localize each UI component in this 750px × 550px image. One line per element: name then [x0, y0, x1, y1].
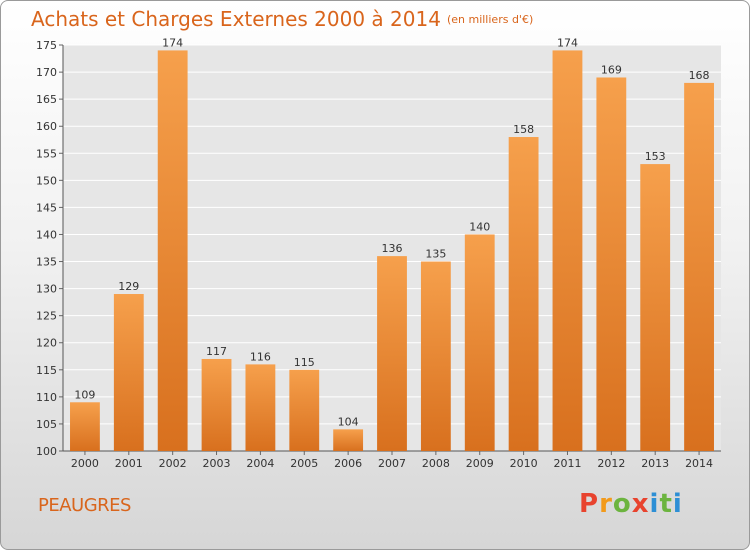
y-tick-label: 135 — [36, 256, 57, 269]
x-tick-label-2004: 2004 — [246, 457, 274, 470]
x-tick-label-2002: 2002 — [159, 457, 187, 470]
bar-2013 — [640, 164, 671, 452]
bar-2004 — [245, 364, 276, 451]
bar-2000 — [70, 402, 100, 451]
data-label-2005: 115 — [294, 356, 315, 369]
x-tick-label-2010: 2010 — [510, 457, 538, 470]
chart-title-text: Achats et Charges Externes 2000 à 2014 — [31, 7, 441, 31]
x-tick-label-2009: 2009 — [466, 457, 494, 470]
bar-2008 — [420, 261, 451, 451]
chart-subtitle: (en milliers d'€) — [446, 13, 534, 26]
data-label-2010: 158 — [513, 123, 534, 136]
y-tick-label: 155 — [36, 147, 57, 160]
bar-2011 — [552, 50, 583, 452]
y-tick-label: 125 — [36, 310, 57, 323]
logo-letter: o — [612, 489, 632, 519]
data-label-2006: 104 — [338, 415, 359, 428]
bar-2001 — [113, 294, 144, 451]
bar-2007 — [377, 256, 407, 451]
y-tick-label: 165 — [36, 93, 57, 106]
data-label-2012: 169 — [601, 63, 622, 76]
data-label-2000: 109 — [74, 388, 95, 401]
logo-letter: t — [659, 489, 673, 519]
bar-2009 — [464, 234, 495, 451]
data-label-2007: 136 — [382, 242, 403, 255]
logo-letter: i — [672, 489, 683, 519]
logo-letter: x — [631, 489, 650, 519]
data-label-2003: 117 — [206, 345, 227, 358]
x-tick-label-2001: 2001 — [115, 457, 143, 470]
data-label-2001: 129 — [118, 280, 139, 293]
logo-letter: i — [649, 489, 660, 519]
y-tick-label: 175 — [36, 39, 57, 52]
proxiti-logo: Proxiti — [579, 489, 683, 519]
y-tick-label: 100 — [36, 445, 57, 458]
data-label-2013: 153 — [645, 150, 666, 163]
data-label-2014: 168 — [689, 69, 710, 82]
logo-letter: r — [599, 489, 613, 519]
data-label-2002: 174 — [162, 36, 183, 49]
y-tick-label: 110 — [36, 391, 57, 404]
data-label-2004: 116 — [250, 350, 271, 363]
x-tick-label-2011: 2011 — [553, 457, 581, 470]
bar-2003 — [201, 358, 232, 451]
x-tick-label-2006: 2006 — [334, 457, 362, 470]
x-tick-label-2005: 2005 — [290, 457, 318, 470]
x-tick-label-2014: 2014 — [685, 457, 713, 470]
bar-2014 — [684, 82, 714, 451]
data-label-2009: 140 — [469, 220, 490, 233]
y-tick-label: 170 — [36, 66, 57, 79]
y-tick-label: 130 — [36, 283, 57, 296]
data-label-2008: 135 — [425, 248, 446, 261]
y-tick-label: 115 — [36, 364, 57, 377]
bar-2005 — [289, 369, 320, 451]
commune-name: PEAUGRES — [38, 495, 131, 516]
x-tick-label-2000: 2000 — [71, 457, 99, 470]
bar-2006 — [333, 429, 364, 451]
logo-letter: P — [579, 489, 600, 519]
x-tick-label-2007: 2007 — [378, 457, 406, 470]
bar-2012 — [596, 77, 627, 451]
x-tick-label-2003: 2003 — [203, 457, 231, 470]
bar-2010 — [508, 137, 539, 451]
y-tick-label: 105 — [36, 418, 57, 431]
x-tick-label-2008: 2008 — [422, 457, 450, 470]
y-tick-label: 145 — [36, 201, 57, 214]
x-tick-label-2013: 2013 — [641, 457, 669, 470]
bar-2002 — [157, 50, 188, 452]
x-tick-label-2012: 2012 — [597, 457, 625, 470]
data-label-2011: 174 — [557, 36, 578, 49]
y-tick-label: 120 — [36, 337, 57, 350]
chart-title: Achats et Charges Externes 2000 à 2014 (e… — [31, 7, 533, 31]
y-tick-label: 140 — [36, 228, 57, 241]
y-tick-label: 160 — [36, 120, 57, 133]
y-tick-label: 150 — [36, 174, 57, 187]
